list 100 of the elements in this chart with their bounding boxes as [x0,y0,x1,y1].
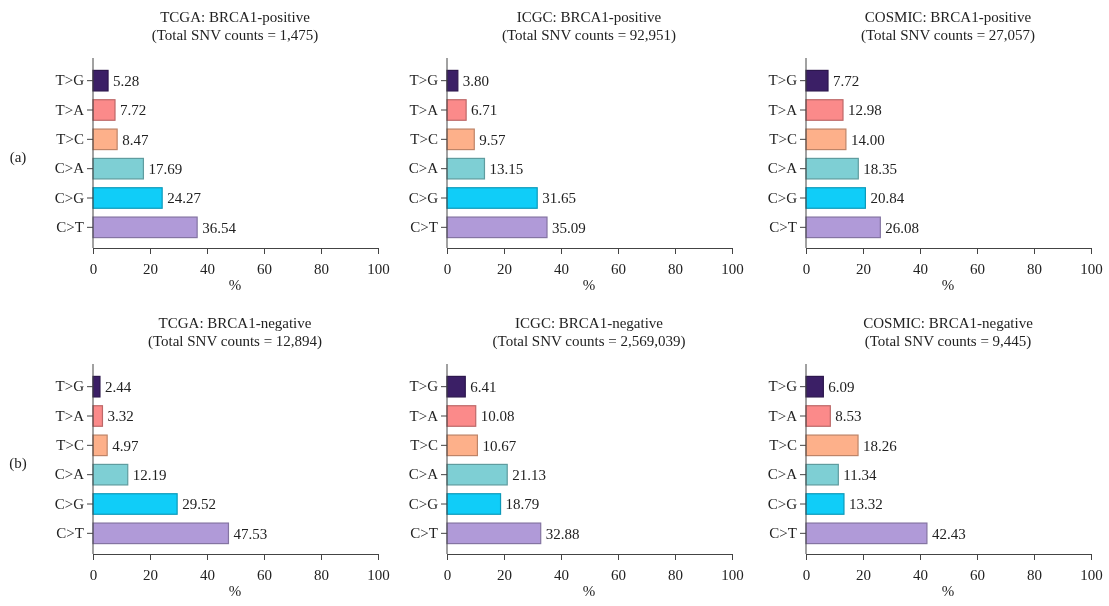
data-label: 17.69 [148,160,183,177]
data-label: 18.26 [863,437,898,454]
chart-subtitle: (Total SNV counts = 92,951) [501,27,677,44]
x-tick-label: 0 [443,260,452,277]
x-tick-label: 80 [668,566,683,583]
y-tick-label: T>A [409,101,439,118]
y-tick-label: T>A [409,407,439,424]
x-tick-label: 20 [497,260,512,277]
x-tick-label: 100 [367,566,390,583]
y-tick-label: C>A [54,466,85,483]
data-label: 12.98 [847,102,882,119]
x-tick-label: 40 [200,260,215,277]
data-label: 11.34 [843,466,878,483]
bar [446,187,538,209]
chart-subtitle: (Total SNV counts = 12,894) [147,333,323,350]
data-label: 47.53 [233,525,268,542]
x-axis-title: % [582,277,596,293]
data-label: 13.15 [489,160,524,177]
bar [805,405,831,427]
chart-subtitle: (Total SNV counts = 27,057) [860,27,1036,44]
data-label: 7.72 [120,102,147,119]
bar [92,128,118,151]
y-tick-label: T>C [410,131,438,148]
bar [446,493,502,515]
x-tick-label: 40 [554,566,569,583]
x-axis-title: % [228,277,242,293]
x-tick-label: 60 [257,260,272,277]
chart-title: ICGC: BRCA1-positive [516,9,662,25]
x-tick-label: 100 [1080,566,1103,583]
data-label: 6.09 [828,378,855,395]
y-tick-label: C>G [767,495,798,512]
chart-title: TCGA: BRCA1-negative [158,315,312,331]
bar [805,434,859,457]
bar [92,463,129,486]
bar [805,522,928,545]
bar [92,69,109,92]
x-tick-label: 60 [257,566,272,583]
x-tick-label: 40 [554,260,569,277]
chart-title: ICGC: BRCA1-negative [515,315,664,331]
y-tick-label: C>T [56,219,84,236]
bar [805,128,847,151]
data-label: 8.53 [835,408,862,425]
x-tick-label: 100 [1080,260,1103,277]
x-tick-label: 0 [89,260,98,277]
x-tick-label: 0 [802,260,811,277]
data-label: 26.08 [885,219,920,236]
y-tick-label: C>T [410,219,438,236]
bar [446,216,548,239]
bar [446,522,542,545]
chart-subtitle: (Total SNV counts = 9,445) [864,333,1032,350]
data-label: 31.65 [542,190,576,207]
bar [92,522,230,545]
y-tick-label: C>G [408,189,439,206]
y-tick-label: T>C [769,437,797,454]
bar [805,463,839,486]
y-tick-label: T>C [56,131,84,148]
data-label: 18.35 [863,160,898,177]
bar [446,99,467,121]
bar [805,187,866,209]
bar [805,375,824,398]
x-tick-label: 0 [443,566,452,583]
chart-title: TCGA: BRCA1-positive [160,9,311,25]
y-tick-label: C>T [769,525,797,542]
data-label: 6.71 [471,102,498,119]
chart-title: COSMIC: BRCA1-negative [863,315,1034,331]
y-tick-label: T>G [768,378,798,395]
y-tick-label: T>A [55,407,85,424]
x-tick-label: 60 [970,260,985,277]
x-tick-label: 20 [143,566,158,583]
y-tick-label: C>T [56,525,84,542]
bar [446,128,475,151]
data-label: 36.54 [202,219,237,236]
y-tick-label: C>T [410,525,438,542]
bar [805,99,844,121]
data-label: 10.08 [480,408,515,425]
x-axis-title: % [582,583,596,599]
y-tick-label: T>C [410,437,438,454]
bar [446,405,477,427]
data-label: 9.57 [479,131,507,148]
data-label: 18.79 [505,496,540,513]
x-axis-title: % [941,277,955,293]
data-label: 5.28 [113,72,140,89]
data-label: 3.32 [107,408,134,425]
bar [805,493,845,515]
y-tick-label: C>G [767,189,798,206]
y-tick-label: C>A [54,160,85,177]
x-tick-label: 80 [314,260,329,277]
y-tick-label: C>A [767,466,798,483]
data-label: 10.67 [482,437,517,454]
x-axis-title: % [228,583,242,599]
x-tick-label: 60 [970,566,985,583]
data-label: 42.43 [931,525,966,542]
x-tick-label: 20 [497,566,512,583]
text: (b) [9,455,27,472]
chart-title: COSMIC: BRCA1-positive [864,9,1032,25]
y-tick-label: C>G [54,495,85,512]
bar [92,187,163,209]
y-tick-label: T>G [55,72,85,89]
y-tick-label: C>G [408,495,439,512]
bar [92,157,145,180]
